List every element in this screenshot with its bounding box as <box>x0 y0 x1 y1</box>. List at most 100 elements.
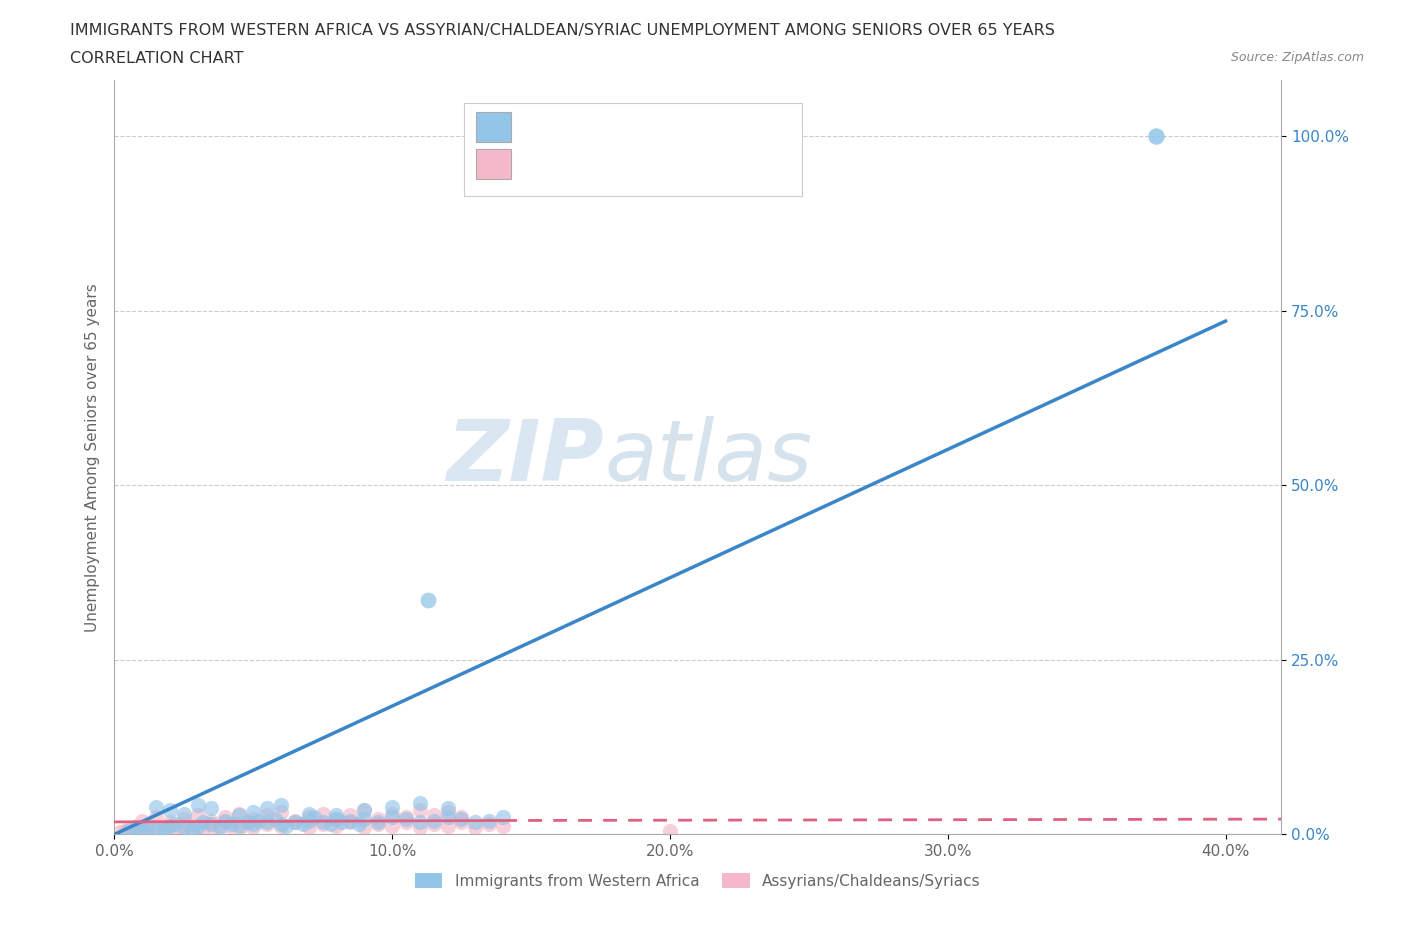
Point <box>136 821 159 836</box>
Point <box>242 817 264 831</box>
Point <box>173 820 195 835</box>
Point <box>353 820 375 835</box>
Text: R = 0.754    N = 61: R = 0.754 N = 61 <box>520 118 683 136</box>
Point <box>292 817 315 831</box>
Point <box>658 824 681 839</box>
Point <box>214 810 236 825</box>
Point <box>145 810 167 825</box>
Point <box>492 818 515 833</box>
Point <box>242 812 264 827</box>
Point <box>339 807 361 822</box>
Point <box>173 812 195 827</box>
Point <box>276 818 298 833</box>
Point <box>353 803 375 817</box>
Point <box>236 815 259 830</box>
Point <box>311 815 333 830</box>
Point <box>165 817 187 831</box>
Point <box>159 815 181 830</box>
Legend: Immigrants from Western Africa, Assyrians/Chaldeans/Syriacs: Immigrants from Western Africa, Assyrian… <box>409 867 987 895</box>
Point <box>319 817 342 831</box>
Point <box>256 815 278 830</box>
Point <box>231 818 253 833</box>
Point <box>256 817 278 831</box>
Point <box>353 803 375 817</box>
Point <box>256 801 278 816</box>
Point <box>298 813 321 828</box>
Point <box>242 804 264 819</box>
Point <box>191 815 214 830</box>
Point <box>381 810 404 825</box>
Point <box>219 817 242 831</box>
Point <box>395 810 418 825</box>
Point <box>208 820 231 835</box>
Point <box>225 817 247 831</box>
Point <box>108 825 131 840</box>
Point <box>325 812 347 827</box>
Point <box>114 824 136 839</box>
Point <box>464 815 486 830</box>
Point <box>395 812 418 827</box>
Point <box>181 821 204 836</box>
Text: Source: ZipAtlas.com: Source: ZipAtlas.com <box>1230 51 1364 64</box>
Point <box>298 806 321 821</box>
Point <box>228 806 250 821</box>
Point <box>395 815 418 830</box>
Point <box>142 818 165 833</box>
Point <box>186 818 208 833</box>
Point <box>120 824 142 839</box>
Point <box>270 818 292 833</box>
Point <box>409 795 432 810</box>
Point <box>339 815 361 830</box>
Point <box>117 821 139 836</box>
Point <box>117 824 139 839</box>
Point <box>264 812 287 827</box>
Point <box>1144 128 1167 143</box>
Point <box>450 812 472 827</box>
Point <box>131 821 153 836</box>
Point <box>165 821 187 836</box>
Point <box>339 813 361 828</box>
Point <box>302 810 325 825</box>
Point <box>228 807 250 822</box>
Point <box>311 817 333 831</box>
Point <box>197 817 219 831</box>
Point <box>347 817 370 831</box>
Point <box>270 804 292 819</box>
Point <box>436 804 458 819</box>
Point <box>353 812 375 827</box>
Point <box>381 799 404 814</box>
Point <box>270 817 292 831</box>
Point <box>219 820 242 835</box>
Point <box>284 813 307 828</box>
Point <box>409 820 432 835</box>
Point <box>153 821 176 836</box>
Point <box>381 806 404 821</box>
Point <box>153 821 176 836</box>
Point <box>422 817 444 831</box>
Y-axis label: Unemployment Among Seniors over 65 years: Unemployment Among Seniors over 65 years <box>86 283 100 631</box>
Point <box>436 818 458 833</box>
Point <box>200 813 222 828</box>
Point <box>186 818 208 833</box>
Point <box>464 820 486 835</box>
Point <box>284 815 307 830</box>
Point <box>450 810 472 825</box>
Point <box>148 823 170 838</box>
Point <box>173 806 195 821</box>
Text: R = 0.063    N = 68: R = 0.063 N = 68 <box>520 155 683 173</box>
Point <box>298 810 321 825</box>
Point <box>492 810 515 825</box>
Point <box>170 820 193 835</box>
Point <box>270 798 292 813</box>
Point <box>159 818 181 833</box>
Point <box>381 818 404 833</box>
Point <box>422 813 444 828</box>
Point <box>131 820 153 835</box>
Point <box>325 812 347 827</box>
Point <box>450 815 472 830</box>
Point <box>125 823 148 838</box>
Point <box>214 813 236 828</box>
Point <box>145 823 167 838</box>
Point <box>125 820 148 835</box>
Point <box>186 798 208 813</box>
